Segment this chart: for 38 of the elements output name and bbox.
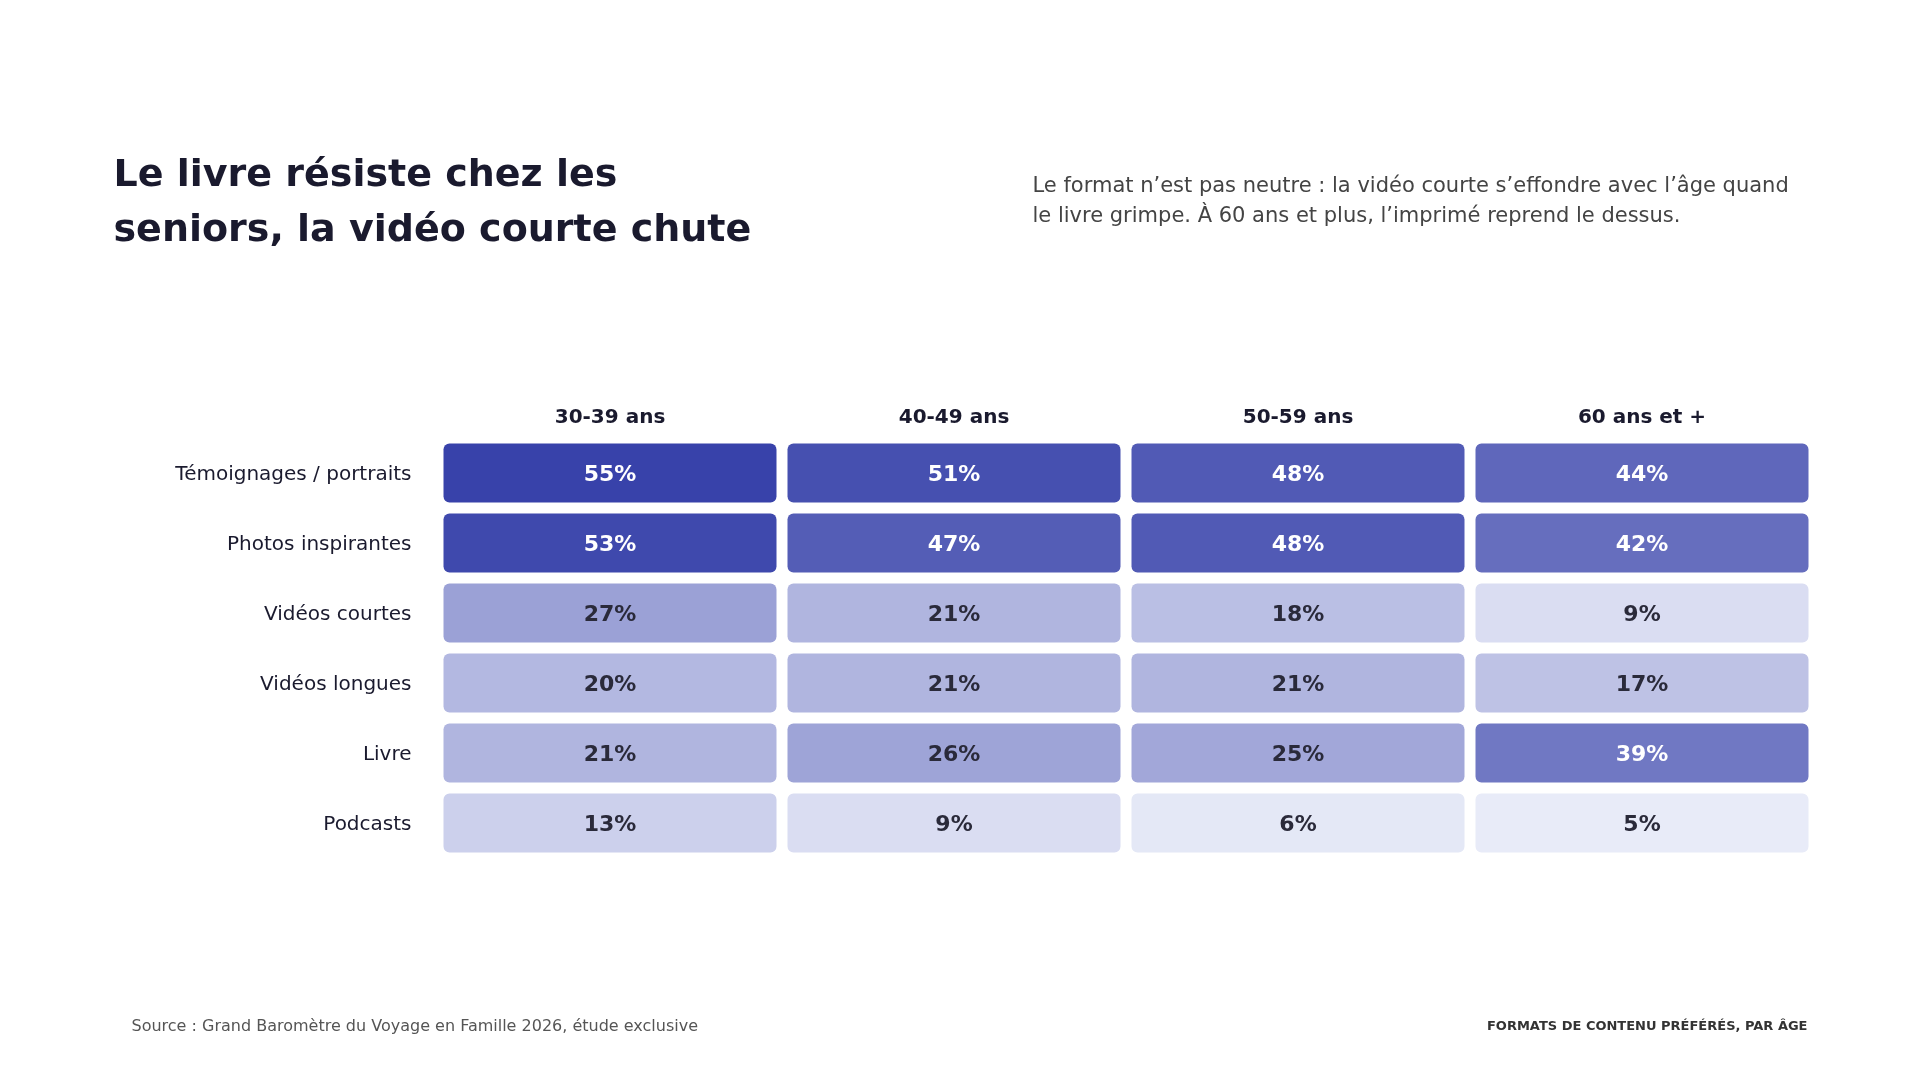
data-label: 9% bbox=[1623, 600, 1661, 626]
data-label: 27% bbox=[583, 600, 637, 626]
data-label: 48% bbox=[1271, 460, 1325, 486]
source-note: Source : Grand Baromètre du Voyage en Famille 2026, étude exclusive bbox=[131, 1016, 698, 1035]
x-tick-label: 50-59 ans bbox=[1242, 403, 1354, 428]
data-label: 18% bbox=[1271, 600, 1325, 626]
data-label: 21% bbox=[583, 740, 637, 766]
chart-subtitle: Le format n’est pas neutre : la vidéo courte s’effondre avec l’âge quand le livre grimpe. À 60 ans et plus, l’imprimé reprend le dessus. bbox=[1032, 172, 1789, 227]
data-label: 47% bbox=[927, 530, 981, 556]
data-label: 21% bbox=[1271, 670, 1325, 696]
data-label: 5% bbox=[1623, 810, 1661, 836]
data-label: 13% bbox=[583, 810, 637, 836]
data-label: 20% bbox=[583, 670, 637, 696]
data-label: 53% bbox=[583, 530, 637, 556]
data-label: 17% bbox=[1615, 670, 1669, 696]
y-tick-label: Podcasts bbox=[323, 811, 412, 835]
y-tick-label: Témoignages / portraits bbox=[174, 461, 412, 485]
y-tick-label: Photos inspirantes bbox=[227, 531, 412, 555]
chart-title: Le livre résiste chez les seniors, la vidéo courte chute bbox=[113, 150, 752, 250]
data-label: 25% bbox=[1271, 740, 1325, 766]
x-tick-label: 60 ans et + bbox=[1577, 403, 1707, 428]
data-label: 48% bbox=[1271, 530, 1325, 556]
data-label: 44% bbox=[1615, 460, 1669, 486]
data-label: 21% bbox=[927, 600, 981, 626]
text: FORMATS DE CONTENU PRÉFÉRÉS, PAR ÂGE bbox=[1486, 1018, 1808, 1033]
data-label: 55% bbox=[583, 460, 637, 486]
data-label: 26% bbox=[927, 740, 981, 766]
y-tick-label: Vidéos longues bbox=[260, 671, 412, 695]
data-label: 39% bbox=[1615, 740, 1669, 766]
data-label: 6% bbox=[1279, 810, 1317, 836]
data-label: 51% bbox=[927, 460, 981, 486]
y-tick-label: Vidéos courtes bbox=[263, 601, 412, 625]
data-label: 21% bbox=[927, 670, 981, 696]
x-tick-label: 30-39 ans bbox=[554, 403, 666, 428]
data-label: 9% bbox=[935, 810, 973, 836]
y-tick-label: Livre bbox=[362, 741, 412, 765]
data-label: 42% bbox=[1615, 530, 1669, 556]
x-tick-label: 40-49 ans bbox=[898, 403, 1010, 428]
